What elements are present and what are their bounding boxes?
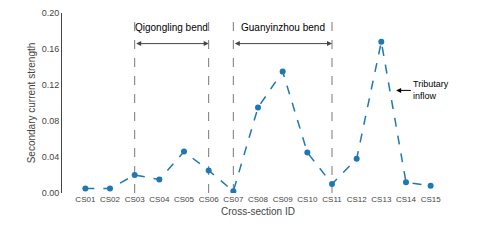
svg-text:Tributaryinflow: Tributaryinflow [413, 79, 449, 101]
svg-text:CS05: CS05 [174, 195, 195, 204]
svg-text:0.04: 0.04 [42, 152, 60, 162]
svg-text:CS08: CS08 [248, 195, 269, 204]
svg-text:Cross-section ID: Cross-section ID [221, 206, 295, 217]
svg-text:CS10: CS10 [297, 195, 318, 204]
svg-text:0.12: 0.12 [42, 80, 60, 90]
svg-text:Secondary current strength: Secondary current strength [26, 43, 37, 164]
svg-text:CS01: CS01 [75, 195, 96, 204]
svg-text:0.08: 0.08 [42, 116, 60, 126]
svg-text:CS13: CS13 [371, 195, 392, 204]
svg-text:0.00: 0.00 [42, 188, 60, 198]
svg-text:CS09: CS09 [273, 195, 294, 204]
svg-text:CS11: CS11 [322, 195, 342, 204]
svg-text:CS04: CS04 [149, 195, 170, 204]
svg-text:CS06: CS06 [199, 195, 220, 204]
svg-text:CS03: CS03 [125, 195, 146, 204]
svg-text:0.16: 0.16 [42, 44, 60, 54]
svg-text:CS14: CS14 [396, 195, 417, 204]
svg-text:CS02: CS02 [100, 195, 121, 204]
svg-text:CS07: CS07 [223, 195, 244, 204]
svg-text:Guanyinzhou bend: Guanyinzhou bend [241, 22, 325, 33]
svg-text:0.20: 0.20 [42, 8, 60, 18]
svg-text:CS15: CS15 [421, 195, 442, 204]
svg-text:Qigongling bend: Qigongling bend [135, 22, 208, 33]
svg-text:CS12: CS12 [347, 195, 368, 204]
